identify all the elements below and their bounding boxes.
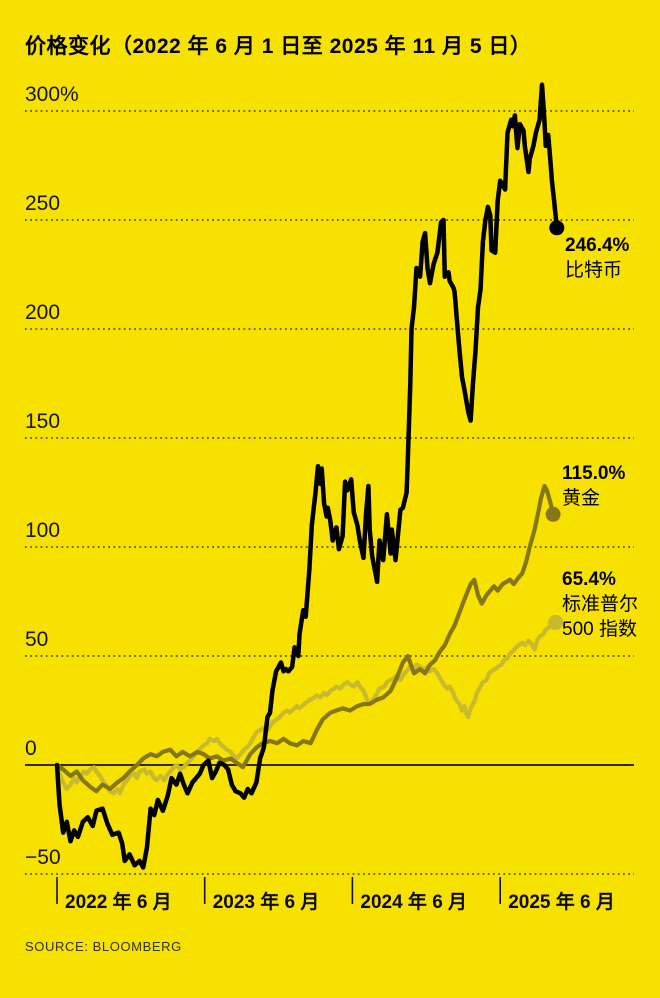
y-axis-label: 100 <box>25 519 60 542</box>
gold-name-label: 黄金 <box>562 488 601 509</box>
annotation-sp500: 65.4% 标准普尔 500 指数 <box>562 567 638 642</box>
gold-value-label: 115.0% <box>562 463 626 484</box>
y-axis-label: 250 <box>25 192 60 215</box>
y-axis-label: 150 <box>25 410 60 433</box>
series-end-dot-gold <box>545 506 561 522</box>
sp500-name-line1: 标准普尔 <box>562 594 639 615</box>
x-axis-label: 2022 年 6 月 <box>65 890 172 913</box>
y-axis-label: −50 <box>25 846 61 869</box>
source-credit: SOURCE: BLOOMBERG <box>25 939 182 954</box>
x-axis-label: 2024 年 6 月 <box>360 890 467 913</box>
annotation-gold: 115.0% 黄金 <box>562 461 625 511</box>
series-line-gold <box>54 483 556 794</box>
series-line-sp500 <box>54 620 558 796</box>
series-line-bitcoin <box>54 82 560 870</box>
y-axis-label: 50 <box>25 628 48 651</box>
chart-title: 价格变化（2022 年 6 月 1 日至 2025 年 11 月 5 日） <box>25 35 532 58</box>
series-end-dot-sp500 <box>548 614 564 630</box>
bitcoin-name-label: 比特币 <box>565 260 623 281</box>
y-axis-label: 200 <box>25 301 60 324</box>
sp500-value-label: 65.4% <box>562 569 616 590</box>
annotation-bitcoin: 246.4% 比特币 <box>565 233 629 283</box>
bitcoin-value-label: 246.4% <box>565 235 630 256</box>
series-end-dot-bitcoin <box>549 220 565 236</box>
y-axis-label: 300% <box>25 83 79 106</box>
x-axis-label: 2025 年 6 月 <box>508 890 615 913</box>
x-axis-label: 2023 年 6 月 <box>213 890 320 913</box>
y-axis-label: 0 <box>25 737 37 760</box>
sp500-name-line2: 500 指数 <box>562 619 637 640</box>
